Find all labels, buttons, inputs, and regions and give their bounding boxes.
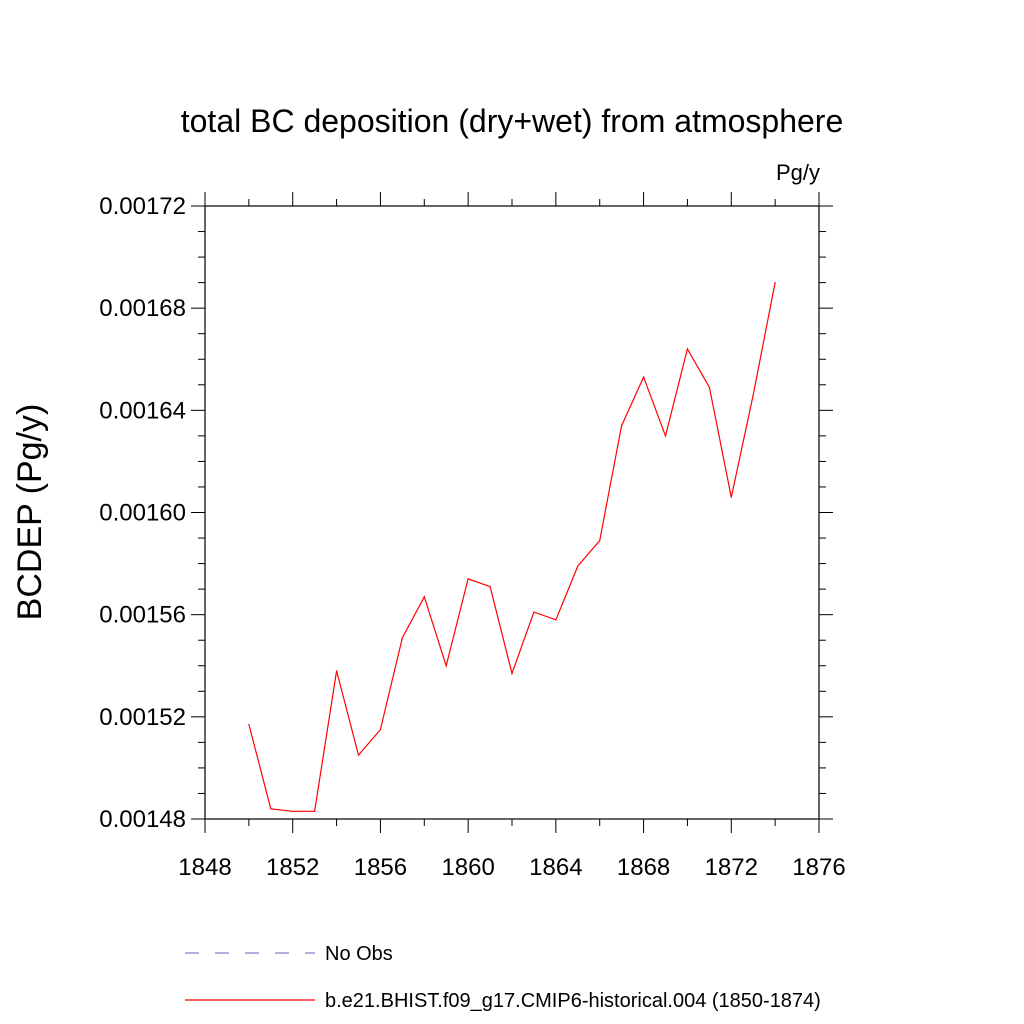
y-tick-label: 0.00168: [99, 295, 186, 322]
data-point: [774, 282, 776, 284]
legend-label-historical: b.e21.BHIST.f09_g17.CMIP6-historical.004…: [325, 990, 821, 1012]
data-point: [664, 435, 667, 437]
y-axis-label: BCDEP (Pg/y): [11, 404, 49, 621]
x-tick-label: 1860: [441, 854, 494, 881]
data-point: [423, 596, 425, 598]
data-point: [314, 810, 316, 812]
x-tick-label: 1872: [705, 854, 758, 881]
series-layer: [248, 282, 776, 812]
data-point: [555, 619, 557, 621]
data-point: [533, 611, 535, 613]
x-tick-label: 1876: [792, 854, 845, 881]
legend: No Obs b.e21.BHIST.f09_g17.CMIP6-histori…: [185, 943, 821, 1012]
y-tick-label: 0.00156: [99, 602, 186, 629]
x-tick-label: 1856: [354, 854, 407, 881]
x-tick-label: 1852: [266, 854, 319, 881]
data-point: [686, 348, 689, 350]
x-tick-label: 1864: [529, 854, 582, 881]
data-point: [445, 665, 447, 667]
plot-frame: [204, 205, 820, 820]
y-tick-label: 0.00152: [99, 704, 186, 731]
data-point: [752, 394, 754, 396]
data-point: [730, 496, 732, 498]
y-tick-label: 0.00148: [99, 806, 186, 833]
data-point: [467, 578, 469, 580]
data-point: [401, 637, 403, 639]
data-point: [642, 376, 645, 378]
data-point: [621, 425, 623, 427]
series-line: [248, 282, 776, 812]
data-point: [599, 539, 601, 542]
data-point: [379, 729, 382, 731]
y-tick-label: 0.00172: [99, 193, 186, 220]
data-point: [357, 754, 360, 756]
data-point: [335, 670, 338, 672]
data-point: [270, 808, 272, 810]
units-label: Pg/y: [776, 160, 820, 185]
data-point: [489, 585, 491, 588]
y-tick-label: 0.00160: [99, 500, 186, 527]
data-point: [511, 672, 513, 675]
y-axis: 0.00148 0.00152 0.00156 0.00160 0.00164 0.001…: [99, 193, 833, 833]
data-point: [248, 723, 250, 726]
chart-title: total BC deposition (dry+wet) from atmos…: [181, 103, 844, 139]
legend-label-no-obs: No Obs: [325, 943, 393, 965]
data-point: [708, 386, 710, 388]
data-point: [577, 565, 579, 567]
data-point: [292, 810, 294, 812]
x-tick-label: 1868: [617, 854, 670, 881]
x-tick-label: 1848: [178, 854, 231, 881]
x-axis: 1848 1852 1856 1860 1864 1868 1872 1876: [178, 192, 846, 881]
y-tick-label: 0.00164: [99, 397, 186, 424]
